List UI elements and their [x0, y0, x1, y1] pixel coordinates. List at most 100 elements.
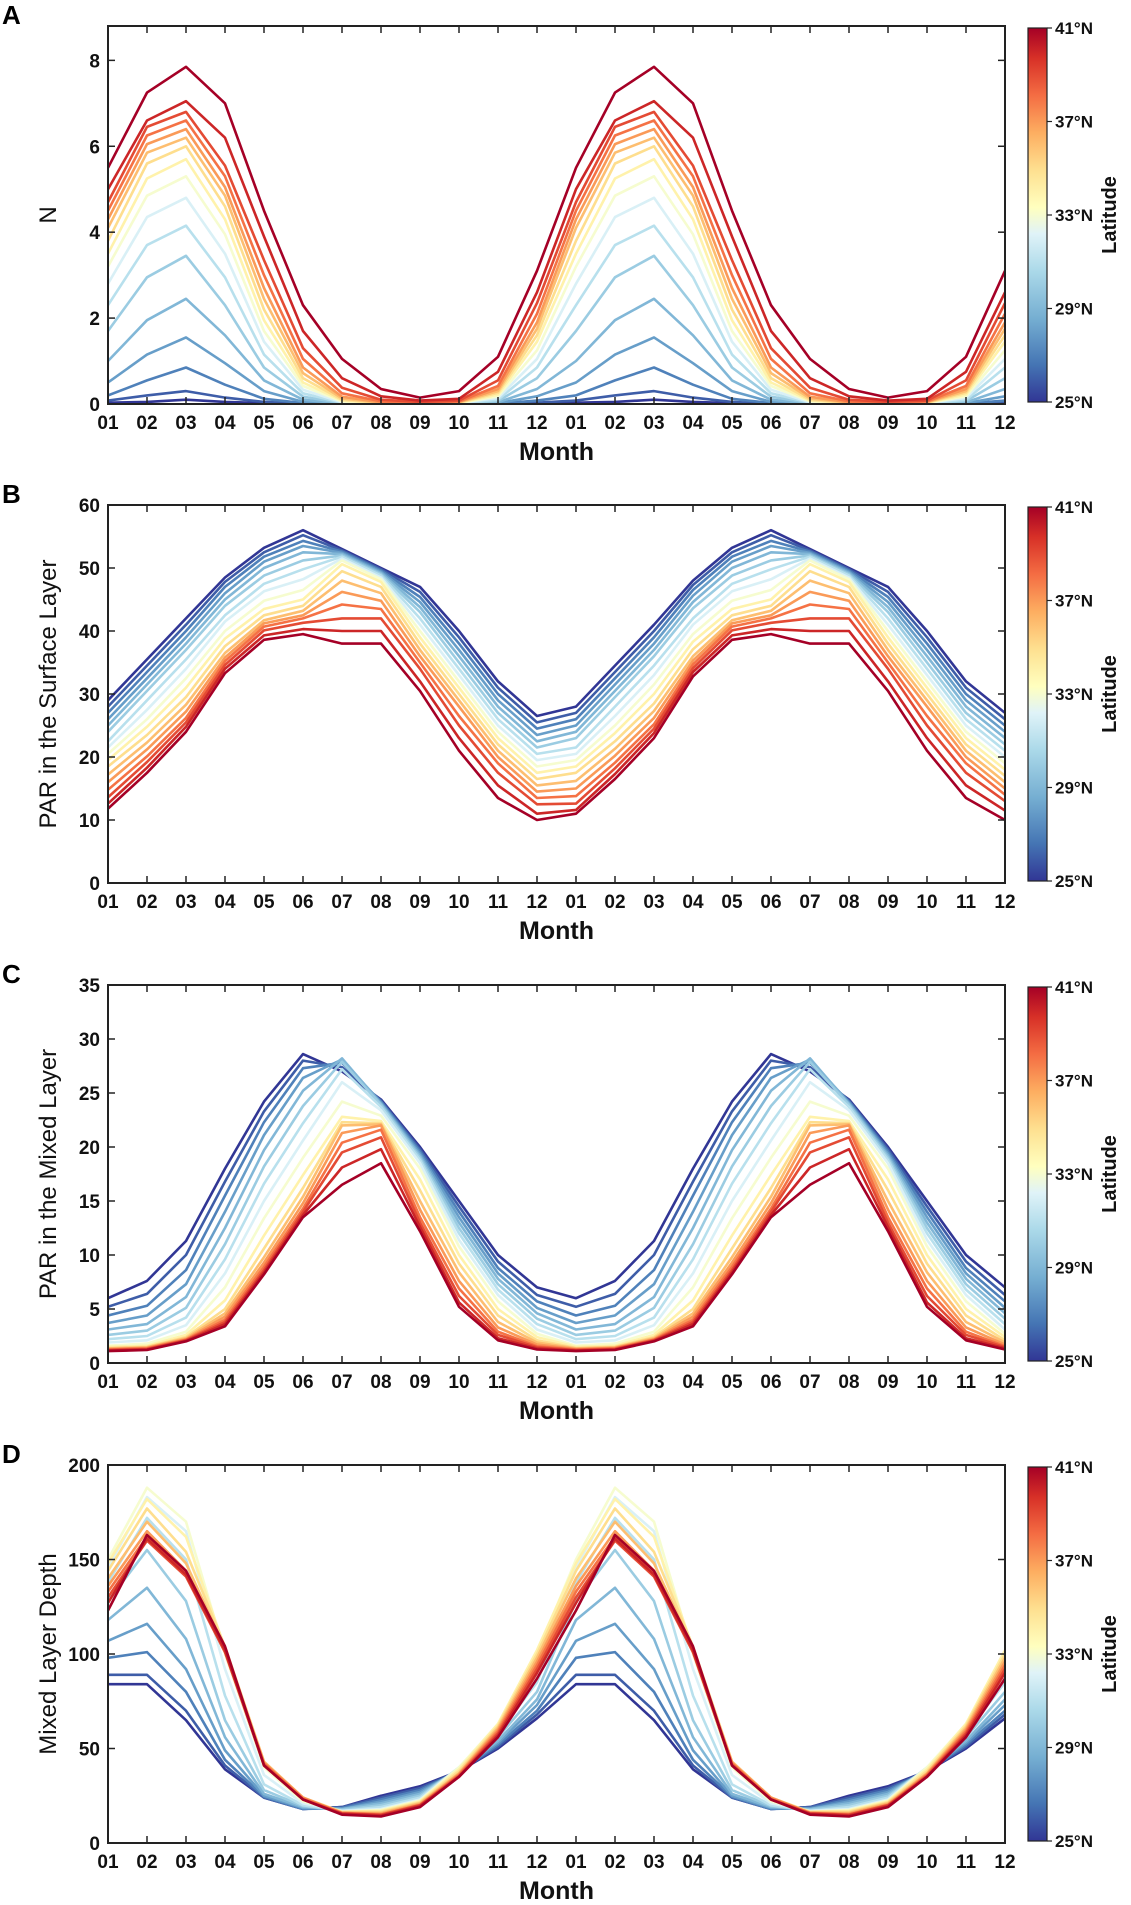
x-tick-label: 06 [760, 413, 781, 434]
y-tick-label: 50 [79, 559, 100, 580]
x-tick-label: 01 [565, 413, 587, 434]
series-line-40degN [108, 99, 1005, 402]
x-tick-label: 11 [488, 1372, 509, 1393]
x-tick-label: 08 [838, 413, 859, 434]
panel-letter: D [2, 1439, 21, 1469]
x-tick-label: 02 [136, 892, 157, 913]
x-tick-label: 01 [565, 1372, 587, 1393]
x-tick-label: 02 [136, 1372, 157, 1393]
x-tick-label: 07 [331, 413, 352, 434]
x-tick-label: 09 [409, 1372, 430, 1393]
series-line-39degN [108, 110, 1005, 404]
x-tick-label: 07 [331, 1852, 352, 1873]
colorbar-tick-label: 33°N [1055, 1645, 1093, 1664]
series-line-28degN [108, 544, 1005, 737]
x-tick-label: 06 [292, 1852, 313, 1873]
colorbar [1027, 27, 1048, 403]
colorbar-tick-label: 25°N [1055, 1832, 1093, 1851]
x-tick-label: 05 [721, 892, 743, 913]
x-tick-label: 06 [292, 1372, 313, 1393]
x-tick-label: 09 [409, 1852, 430, 1873]
x-tick-label: 11 [488, 1852, 509, 1873]
x-tick-label: 12 [994, 892, 1015, 913]
x-tick-label: 10 [448, 1852, 469, 1873]
x-tick-label: 05 [721, 413, 743, 434]
panel-a: A01 02 03 04 05 06 07 08 09 10 11 12 01 02 03 04 05 06 07 0… [2, 0, 1121, 466]
y-tick-label: 0 [89, 1354, 100, 1375]
x-tick-label: 01 [97, 1852, 119, 1873]
colorbar-tick-label: 41°N [1055, 978, 1093, 997]
series-group [108, 1052, 1005, 1353]
series-line-26degN [108, 533, 1005, 724]
x-tick-label: 02 [604, 413, 625, 434]
x-tick-label: 05 [721, 1852, 743, 1873]
x-tick-label: 09 [877, 892, 898, 913]
plot-frame [107, 25, 1006, 405]
series-line-25degN [108, 528, 1005, 718]
x-tick-label: 06 [760, 1372, 781, 1393]
x-tick-label: 10 [448, 413, 469, 434]
x-tick-label: 03 [175, 892, 196, 913]
colorbar-tick-label: 25°N [1055, 393, 1093, 412]
y-tick-label: 40 [79, 622, 100, 643]
y-tick-label: 8 [89, 51, 100, 72]
y-tick-label: 100 [68, 1645, 100, 1666]
y-tick-label: 6 [89, 137, 100, 158]
x-tick-label: 01 [97, 892, 119, 913]
x-tick-label: 01 [565, 892, 587, 913]
x-tick-label: 03 [175, 1852, 196, 1873]
panel-d: D 01 02 03 04 05 06 07 08 09 10 11 12 01 02 03 04 05 06 07 0… [2, 1439, 1121, 1905]
y-tick-label: 20 [79, 748, 100, 769]
y-tick-label: 0 [89, 395, 100, 416]
series-group [108, 528, 1005, 822]
x-tick-label: 10 [448, 892, 469, 913]
series-line-36degN [108, 579, 1005, 787]
colorbar-tick-label: 33°N [1055, 685, 1093, 704]
x-tick-label: 11 [956, 1372, 977, 1393]
series-group [108, 65, 1005, 404]
x-tick-label: 05 [253, 892, 275, 913]
x-axis-label: Month [519, 1877, 594, 1905]
x-tick-label: 07 [331, 1372, 352, 1393]
series-line-37degN [108, 590, 1005, 793]
series-line-41degN [108, 632, 1005, 822]
x-tick-label: 06 [760, 892, 781, 913]
y-tick-label: 2 [89, 309, 100, 330]
series-line-41degN [108, 1161, 1005, 1353]
x-tick-label: 12 [526, 413, 547, 434]
x-tick-label: 10 [916, 1852, 937, 1873]
colorbar-tick-label: 29°N [1055, 300, 1093, 319]
series-line-30degN [108, 254, 1005, 404]
series-line-31degN [108, 1516, 1005, 1813]
x-tick-label: 02 [604, 1372, 625, 1393]
series-line-29degN [108, 297, 1005, 404]
panel-letter: B [2, 479, 21, 509]
x-tick-label: 10 [916, 1372, 937, 1393]
x-tick-label: 11 [956, 413, 977, 434]
y-axis-label: PAR in the Surface Layer [35, 559, 62, 828]
x-axis-label: Month [519, 1397, 594, 1425]
series-line-33degN [108, 559, 1005, 768]
x-axis-label: Month [519, 438, 594, 466]
x-tick-label: 09 [409, 413, 430, 434]
series-line-29degN [108, 550, 1005, 743]
x-tick-label: 12 [994, 413, 1015, 434]
x-tick-label: 07 [799, 1372, 820, 1393]
y-tick-label: 0 [89, 1834, 100, 1855]
colorbar-tick-label: 29°N [1055, 779, 1093, 798]
x-tick-label: 04 [682, 413, 704, 434]
series-line-38degN [108, 119, 1005, 404]
colorbar-tick-label: 33°N [1055, 1165, 1093, 1184]
x-tick-label: 08 [838, 892, 859, 913]
x-tick-label: 08 [838, 1852, 859, 1873]
y-tick-label: 30 [79, 685, 100, 706]
y-tick-label: 15 [79, 1192, 101, 1213]
panel-b: B 01 02 03 04 05 06 07 08 09 10 11 12 01 02 03 04 05 06 07 0… [2, 479, 1121, 945]
y-tick-label: 30 [79, 1030, 100, 1051]
colorbar-title: Latitude [1099, 655, 1121, 733]
x-tick-label: 04 [214, 1852, 236, 1873]
x-tick-label: 09 [877, 413, 898, 434]
x-tick-label: 05 [253, 1852, 275, 1873]
series-line-39degN [108, 1539, 1005, 1816]
